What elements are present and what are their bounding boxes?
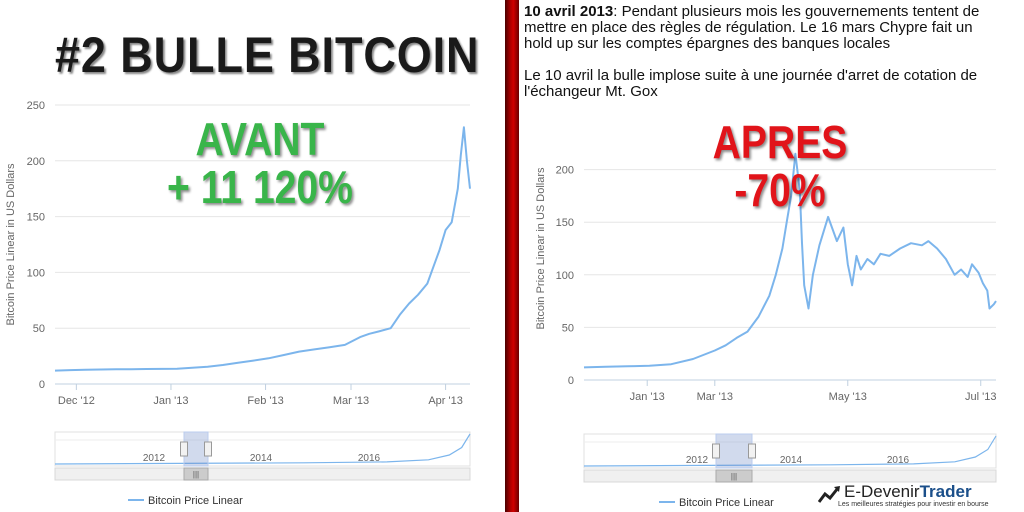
navigator-line bbox=[583, 435, 997, 467]
label-before: AVANT bbox=[195, 113, 325, 165]
scrollbar-thumb bbox=[715, 469, 753, 483]
chart-before: 0 50 100 150 200 250 Bitcoin Price Linear in U… bbox=[5, 100, 471, 507]
label-after-percent: -70% bbox=[734, 164, 826, 216]
x-tick-label: Mar '13 bbox=[333, 395, 369, 407]
navigator-label: 2016 bbox=[887, 455, 910, 466]
navigator-label: 2016 bbox=[358, 453, 381, 464]
y-axis-label: Bitcoin Price Linear in US Dollars bbox=[535, 167, 547, 330]
page-title: #2 BULLE BITCOIN bbox=[55, 27, 480, 83]
scrollbar-thumb bbox=[183, 467, 209, 481]
x-tick-label: Jan '13 bbox=[630, 391, 665, 403]
navigator-handle bbox=[204, 441, 212, 457]
navigator-frame bbox=[583, 433, 997, 469]
description-1: 10 avril 2013: Pendant plusieurs mois le… bbox=[524, 4, 994, 52]
brand-logo: E-DevenirTrader Les meilleures stratégie… bbox=[818, 482, 1018, 510]
navigator-handle bbox=[748, 443, 756, 459]
description-2: Le 10 avril la bulle implose suite à une… bbox=[524, 67, 978, 100]
brand-tagline: Les meilleures stratégies pour investir … bbox=[838, 501, 989, 508]
navigator-line bbox=[54, 433, 471, 465]
series-line bbox=[583, 152, 997, 369]
scrollbar-track bbox=[54, 467, 471, 481]
y-tick-label: 200 bbox=[27, 156, 45, 168]
right-panel: 0 50 100 150 200 Bitcoin Price Linear in US D… bbox=[519, 0, 1024, 512]
x-tick-label: May '13 bbox=[829, 391, 867, 403]
x-tick-label: Apr '13 bbox=[428, 395, 463, 407]
brand-name: E-DevenirTrader bbox=[844, 482, 972, 502]
scrollbar-grip: ||| bbox=[193, 470, 199, 479]
y-tick-label: 200 bbox=[556, 165, 574, 177]
navigator-label: 2012 bbox=[143, 453, 166, 464]
navigator-handle bbox=[180, 441, 188, 457]
y-tick-label: 0 bbox=[39, 379, 45, 391]
brand-name-part1: E-Devenir bbox=[844, 482, 920, 501]
y-tick-label: 250 bbox=[27, 100, 45, 112]
scrollbar-track bbox=[583, 469, 997, 483]
x-tick-label: Mar '13 bbox=[697, 391, 733, 403]
y-tick-label: 0 bbox=[568, 375, 574, 387]
navigator-handle bbox=[712, 443, 720, 459]
navigator-label: 2014 bbox=[250, 453, 273, 464]
y-tick-label: 50 bbox=[33, 323, 45, 335]
navigator-frame bbox=[54, 431, 471, 467]
x-tick-label: Feb '13 bbox=[247, 395, 283, 407]
left-panel: #2 BULLE BITCOIN 0 50 100 150 200 250 Bitcoin … bbox=[0, 0, 505, 512]
panel-divider bbox=[505, 0, 519, 512]
description-1-text: : Pendant plusieurs mois les gouvernemen… bbox=[524, 3, 980, 52]
y-axis-label: Bitcoin Price Linear in US Dollars bbox=[5, 163, 17, 326]
brand-name-part2: Trader bbox=[919, 482, 972, 501]
navigator-label: 2014 bbox=[780, 455, 803, 466]
scrollbar-grip: ||| bbox=[731, 472, 737, 481]
description-date: 10 avril 2013 bbox=[524, 3, 614, 20]
y-tick-label: 100 bbox=[556, 270, 574, 282]
legend-label: Bitcoin Price Linear bbox=[679, 497, 774, 509]
chart-trend-icon bbox=[818, 486, 840, 503]
x-tick-label: Jul '13 bbox=[965, 391, 996, 403]
y-tick-label: 100 bbox=[27, 267, 45, 279]
navigator-selection bbox=[715, 433, 753, 469]
y-tick-label: 150 bbox=[556, 217, 574, 229]
legend-label: Bitcoin Price Linear bbox=[148, 495, 243, 507]
navigator-label: 2012 bbox=[686, 455, 709, 466]
x-tick-label: Jan '13 bbox=[153, 395, 188, 407]
y-tick-label: 50 bbox=[562, 322, 574, 334]
label-before-percent: + 11 120% bbox=[167, 161, 353, 213]
series-line bbox=[54, 126, 471, 372]
chart-after: 0 50 100 150 200 Bitcoin Price Linear in US D… bbox=[535, 152, 997, 509]
label-after: APRES bbox=[712, 116, 848, 168]
x-tick-label: Dec '12 bbox=[58, 395, 95, 407]
y-tick-label: 150 bbox=[27, 212, 45, 224]
